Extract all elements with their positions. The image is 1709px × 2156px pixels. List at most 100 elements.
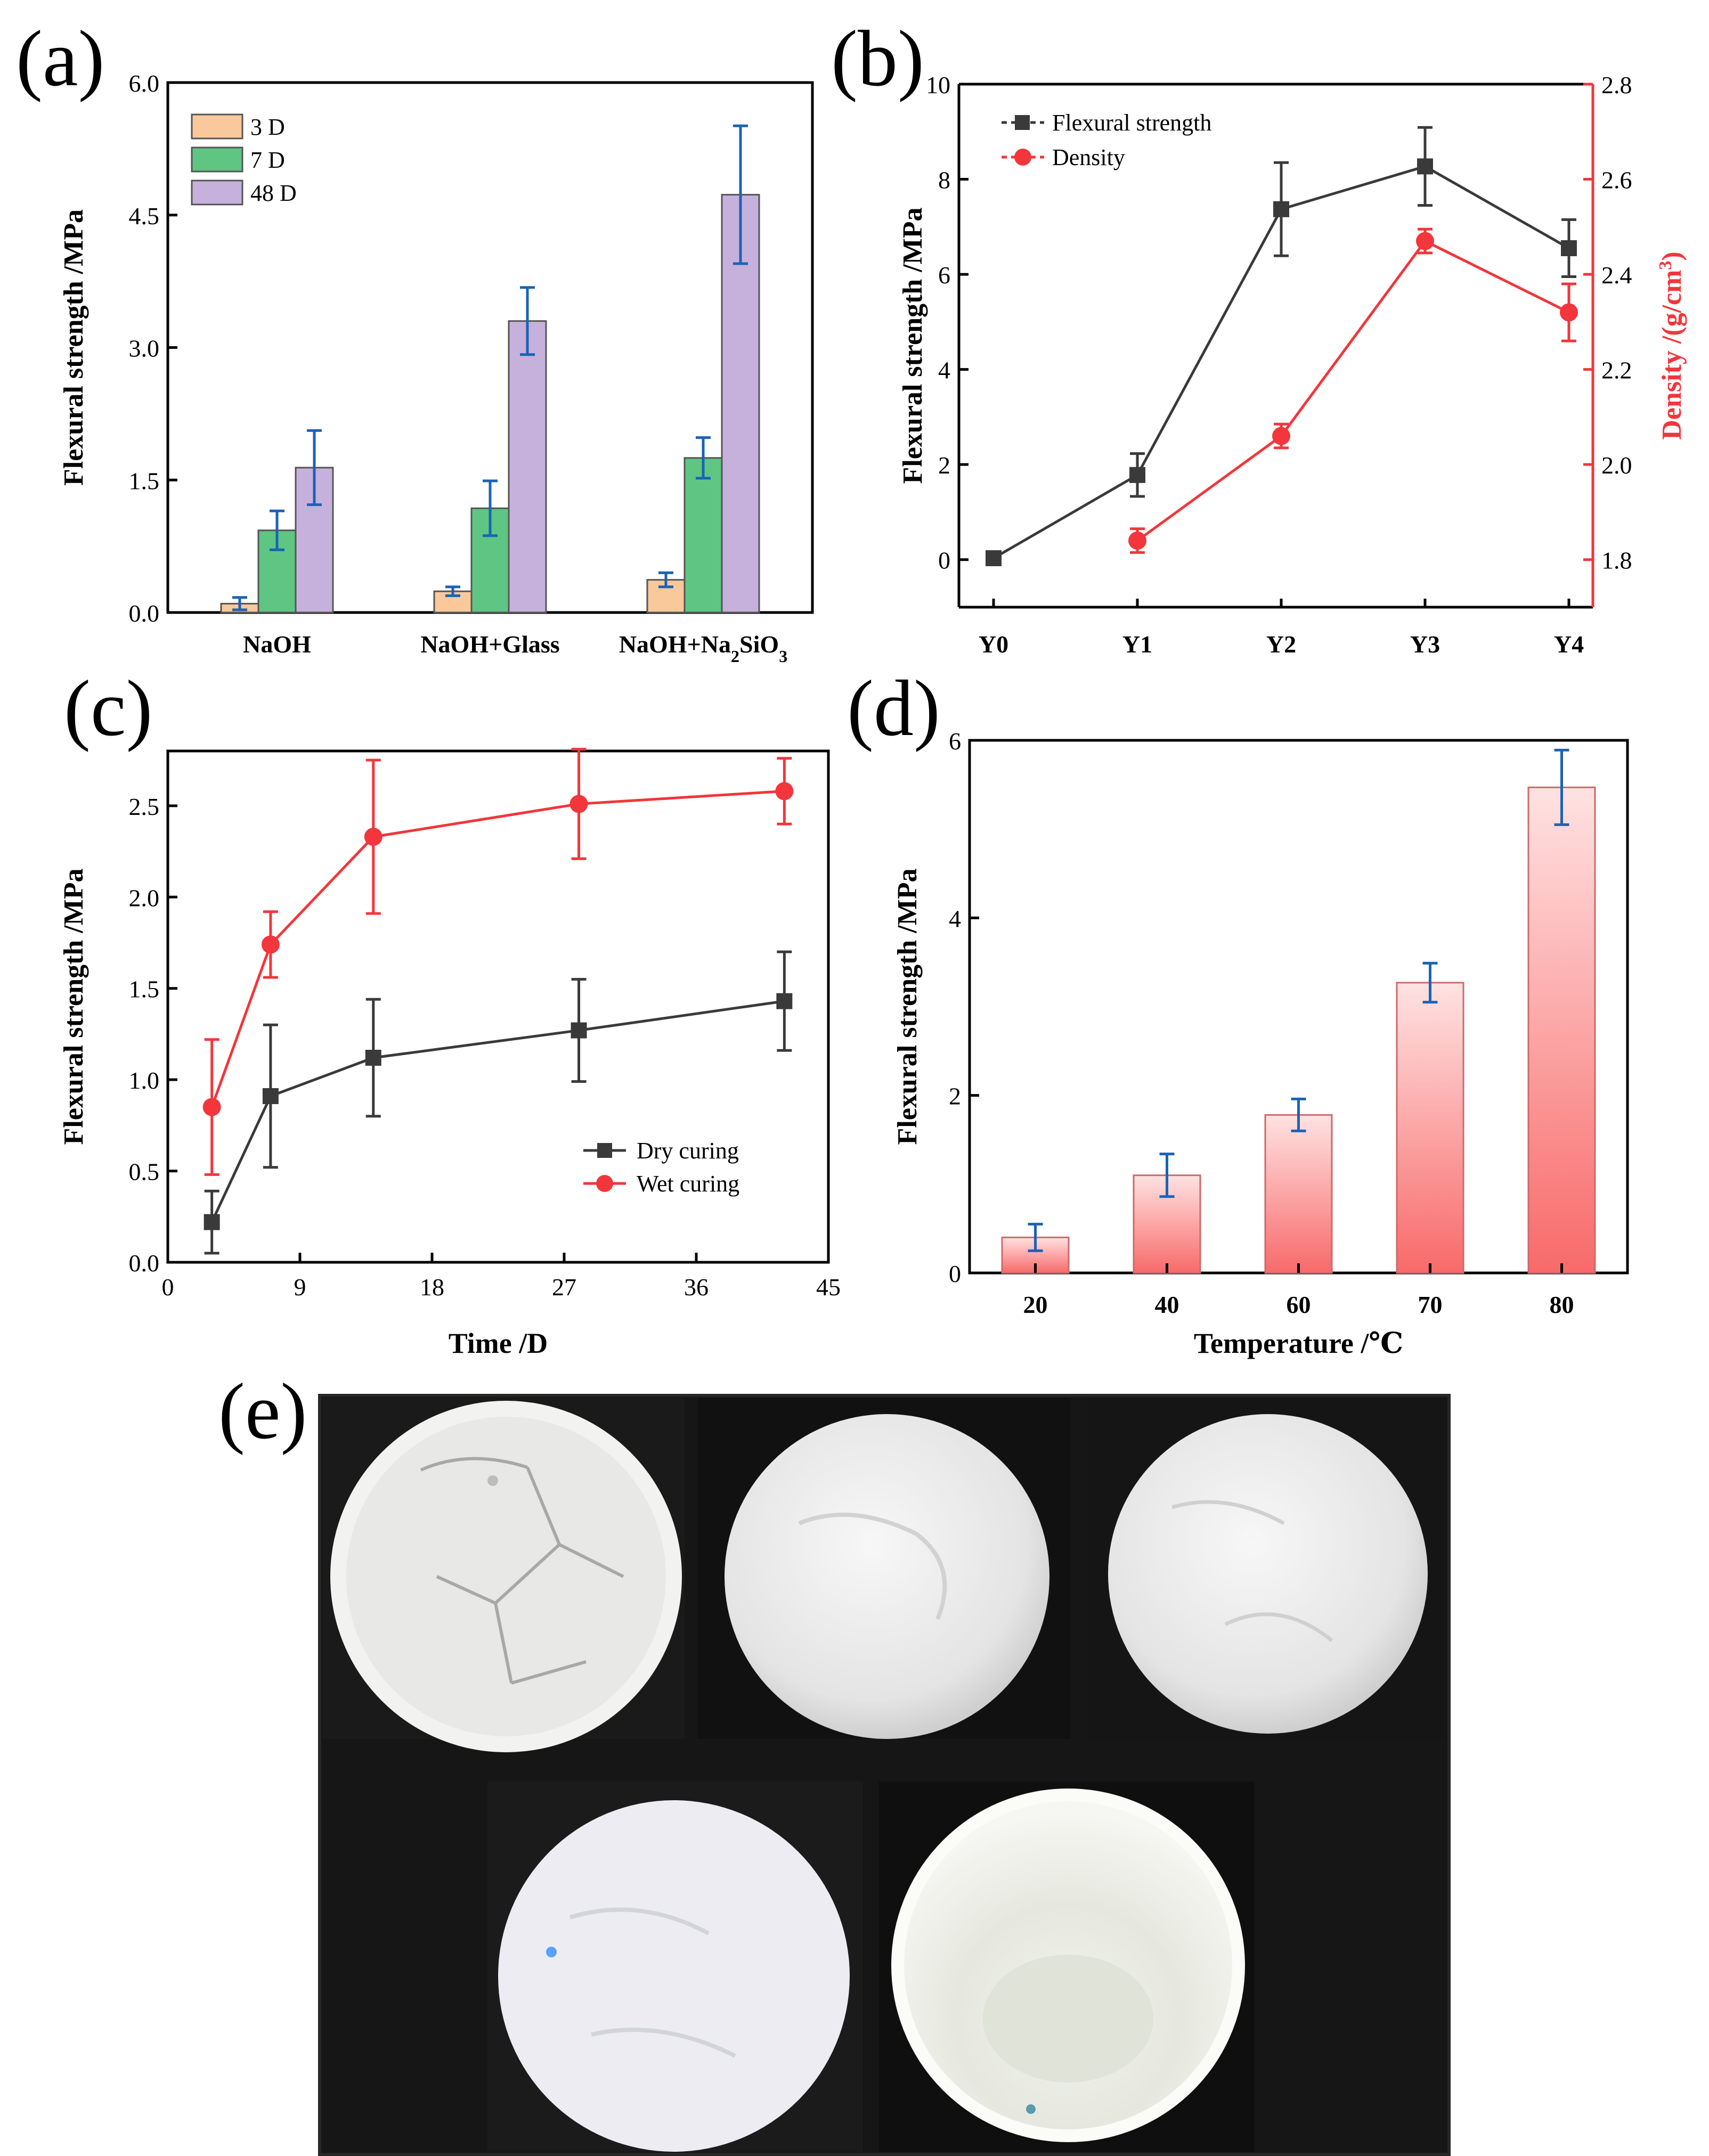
b-y-tick-label: 8 — [938, 167, 950, 194]
c-point-wet — [202, 1098, 221, 1116]
b-point-density — [1128, 532, 1146, 550]
a-legend-swatch — [191, 113, 243, 140]
c-x-tick-label: 45 — [816, 1273, 841, 1301]
a-y-tick-label: 3.0 — [129, 335, 160, 362]
photo-sample-5 — [879, 1782, 1255, 2152]
b-legend-marker — [1014, 149, 1031, 166]
b-y-tick-label: 0 — [938, 547, 950, 574]
c-point-wet — [261, 935, 280, 954]
d-x-tick-label: 80 — [1550, 1291, 1574, 1318]
a-legend-label: 3 D — [250, 114, 285, 140]
d-x-tick-label: 70 — [1418, 1291, 1443, 1318]
photo-sample-1 — [322, 1398, 685, 1752]
a-bar-7d — [683, 457, 723, 614]
c-point-dry — [365, 1050, 381, 1066]
a-y-tick-label: 4.5 — [129, 202, 160, 230]
panel-label-a: (a) — [16, 14, 104, 103]
c-legend-label: Dry curing — [637, 1138, 739, 1164]
b-y2-tick-label: 2.2 — [1601, 357, 1632, 384]
panel-label-c: (c) — [64, 664, 152, 753]
b-y-tick-label: 2 — [938, 452, 950, 479]
chart-a: 0.0 1.5 3.0 4.5 6.0 Flexural strength /MPa NaO… — [59, 70, 814, 666]
b-legend-label: Flexural strength — [1052, 110, 1211, 136]
a-legend-swatch — [191, 146, 243, 173]
a-y-tick-label: 0.0 — [129, 600, 160, 627]
b-y-tick-label: 4 — [938, 357, 950, 384]
b-y2-axis-label: Density /(g/cm3) — [1656, 251, 1688, 440]
b-point-density — [1560, 303, 1578, 322]
c-x-tick-label: 9 — [294, 1273, 306, 1301]
b-legend-marker — [1015, 115, 1030, 130]
b-y2-tick-label: 2.0 — [1601, 452, 1632, 479]
b-y2-tick-label: 2.6 — [1601, 167, 1632, 194]
b-x-tick-label: Y4 — [1554, 631, 1584, 658]
sample-1-disc — [338, 1409, 674, 1744]
y-axis-label: Flexural strength /MPa — [59, 209, 89, 486]
b-point-flexural — [1561, 240, 1577, 256]
c-legend-marker — [597, 1143, 612, 1158]
c-line-wet — [210, 789, 785, 1108]
chart-d: 0 2 4 6 Flexural strength /MPa 20 40 60 70 80 Temp… — [892, 728, 1629, 1359]
photo-frame — [318, 1394, 1451, 2156]
a-x-tick-label: NaOH — [243, 631, 311, 658]
d-bar — [1396, 982, 1464, 1274]
plot-frame — [166, 749, 830, 1264]
d-y-tick-label: 0 — [949, 1260, 961, 1287]
y-axis-label: Flexural strength /MPa — [892, 869, 923, 1145]
c-x-tick-label: 0 — [162, 1273, 174, 1301]
b-y2-tick-label: 2.4 — [1601, 262, 1632, 289]
d-bar — [1264, 1114, 1333, 1274]
d-x-axis-label: Temperature /℃ — [1194, 1327, 1403, 1359]
d-y-tick-label: 6 — [949, 728, 961, 755]
b-point-flexural — [1273, 201, 1289, 217]
a-legend-label: 7 D — [250, 147, 285, 173]
d-y-tick-label: 2 — [949, 1083, 961, 1110]
panel-label-d: (d) — [847, 664, 940, 753]
a-bar-48d — [508, 320, 547, 614]
b-x-tick-label: Y0 — [979, 631, 1008, 658]
a-y-tick-label: 6.0 — [129, 70, 160, 97]
a-legend-swatch — [191, 179, 243, 206]
d-y-tick-label: 4 — [949, 905, 961, 932]
c-point-dry — [776, 993, 793, 1009]
c-y-tick-label: 1.0 — [129, 1067, 160, 1094]
b-point-flexural — [1417, 158, 1433, 175]
c-legend-label: Wet curing — [637, 1171, 739, 1197]
c-point-dry — [571, 1022, 587, 1039]
photo-sample-3 — [1087, 1398, 1446, 1739]
sample-4-disc — [498, 1800, 850, 2152]
b-point-density — [1272, 427, 1290, 445]
b-y2-tick-label: 1.8 — [1601, 547, 1632, 574]
photo-sample-2 — [698, 1398, 1071, 1739]
b-point-flexural — [986, 550, 1002, 567]
c-point-wet — [364, 828, 383, 846]
c-x-tick-label: 27 — [552, 1273, 576, 1301]
c-legend-marker — [596, 1175, 613, 1192]
d-x-tick-label: 40 — [1155, 1291, 1179, 1318]
d-x-tick-label: 20 — [1023, 1291, 1048, 1318]
sample-photos — [318, 1394, 1451, 2156]
b-y2-tick-label: 2.8 — [1601, 71, 1632, 99]
panel-label-b: (b) — [831, 14, 924, 103]
c-x-tick-label: 36 — [684, 1273, 709, 1301]
a-x-tick-label: NaOH+Na2SiO3 — [619, 631, 787, 666]
c-point-dry — [204, 1214, 220, 1230]
c-x-axis-label: Time /D — [449, 1327, 548, 1359]
b-x-tick-label: Y3 — [1410, 631, 1440, 658]
y-axis-label: Flexural strength /MPa — [59, 869, 89, 1145]
b-line-density — [1136, 239, 1570, 542]
chart-b: 0 2 4 6 8 10 1.8 2.0 2.2 2.4 2.6 2.8 Flexural streng… — [898, 71, 1687, 658]
c-y-tick-label: 2.5 — [129, 793, 160, 820]
c-y-tick-label: 2.0 — [129, 884, 160, 911]
a-legend-label: 48 D — [250, 180, 297, 206]
d-x-tick-label: 60 — [1287, 1291, 1311, 1318]
panel-label-e: (e) — [218, 1367, 307, 1456]
c-y-tick-label: 1.5 — [129, 976, 160, 1003]
chart-c: 0.0 0.5 1.0 1.5 2.0 2.5 Flexural strength /MPa… — [59, 748, 841, 1359]
b-x-tick-label: Y1 — [1122, 631, 1152, 658]
c-y-tick-label: 0.0 — [129, 1250, 160, 1277]
c-y-tick-label: 0.5 — [129, 1158, 160, 1186]
sample-1-crack — [420, 1457, 624, 1685]
photo-sample-4 — [487, 1782, 863, 2152]
